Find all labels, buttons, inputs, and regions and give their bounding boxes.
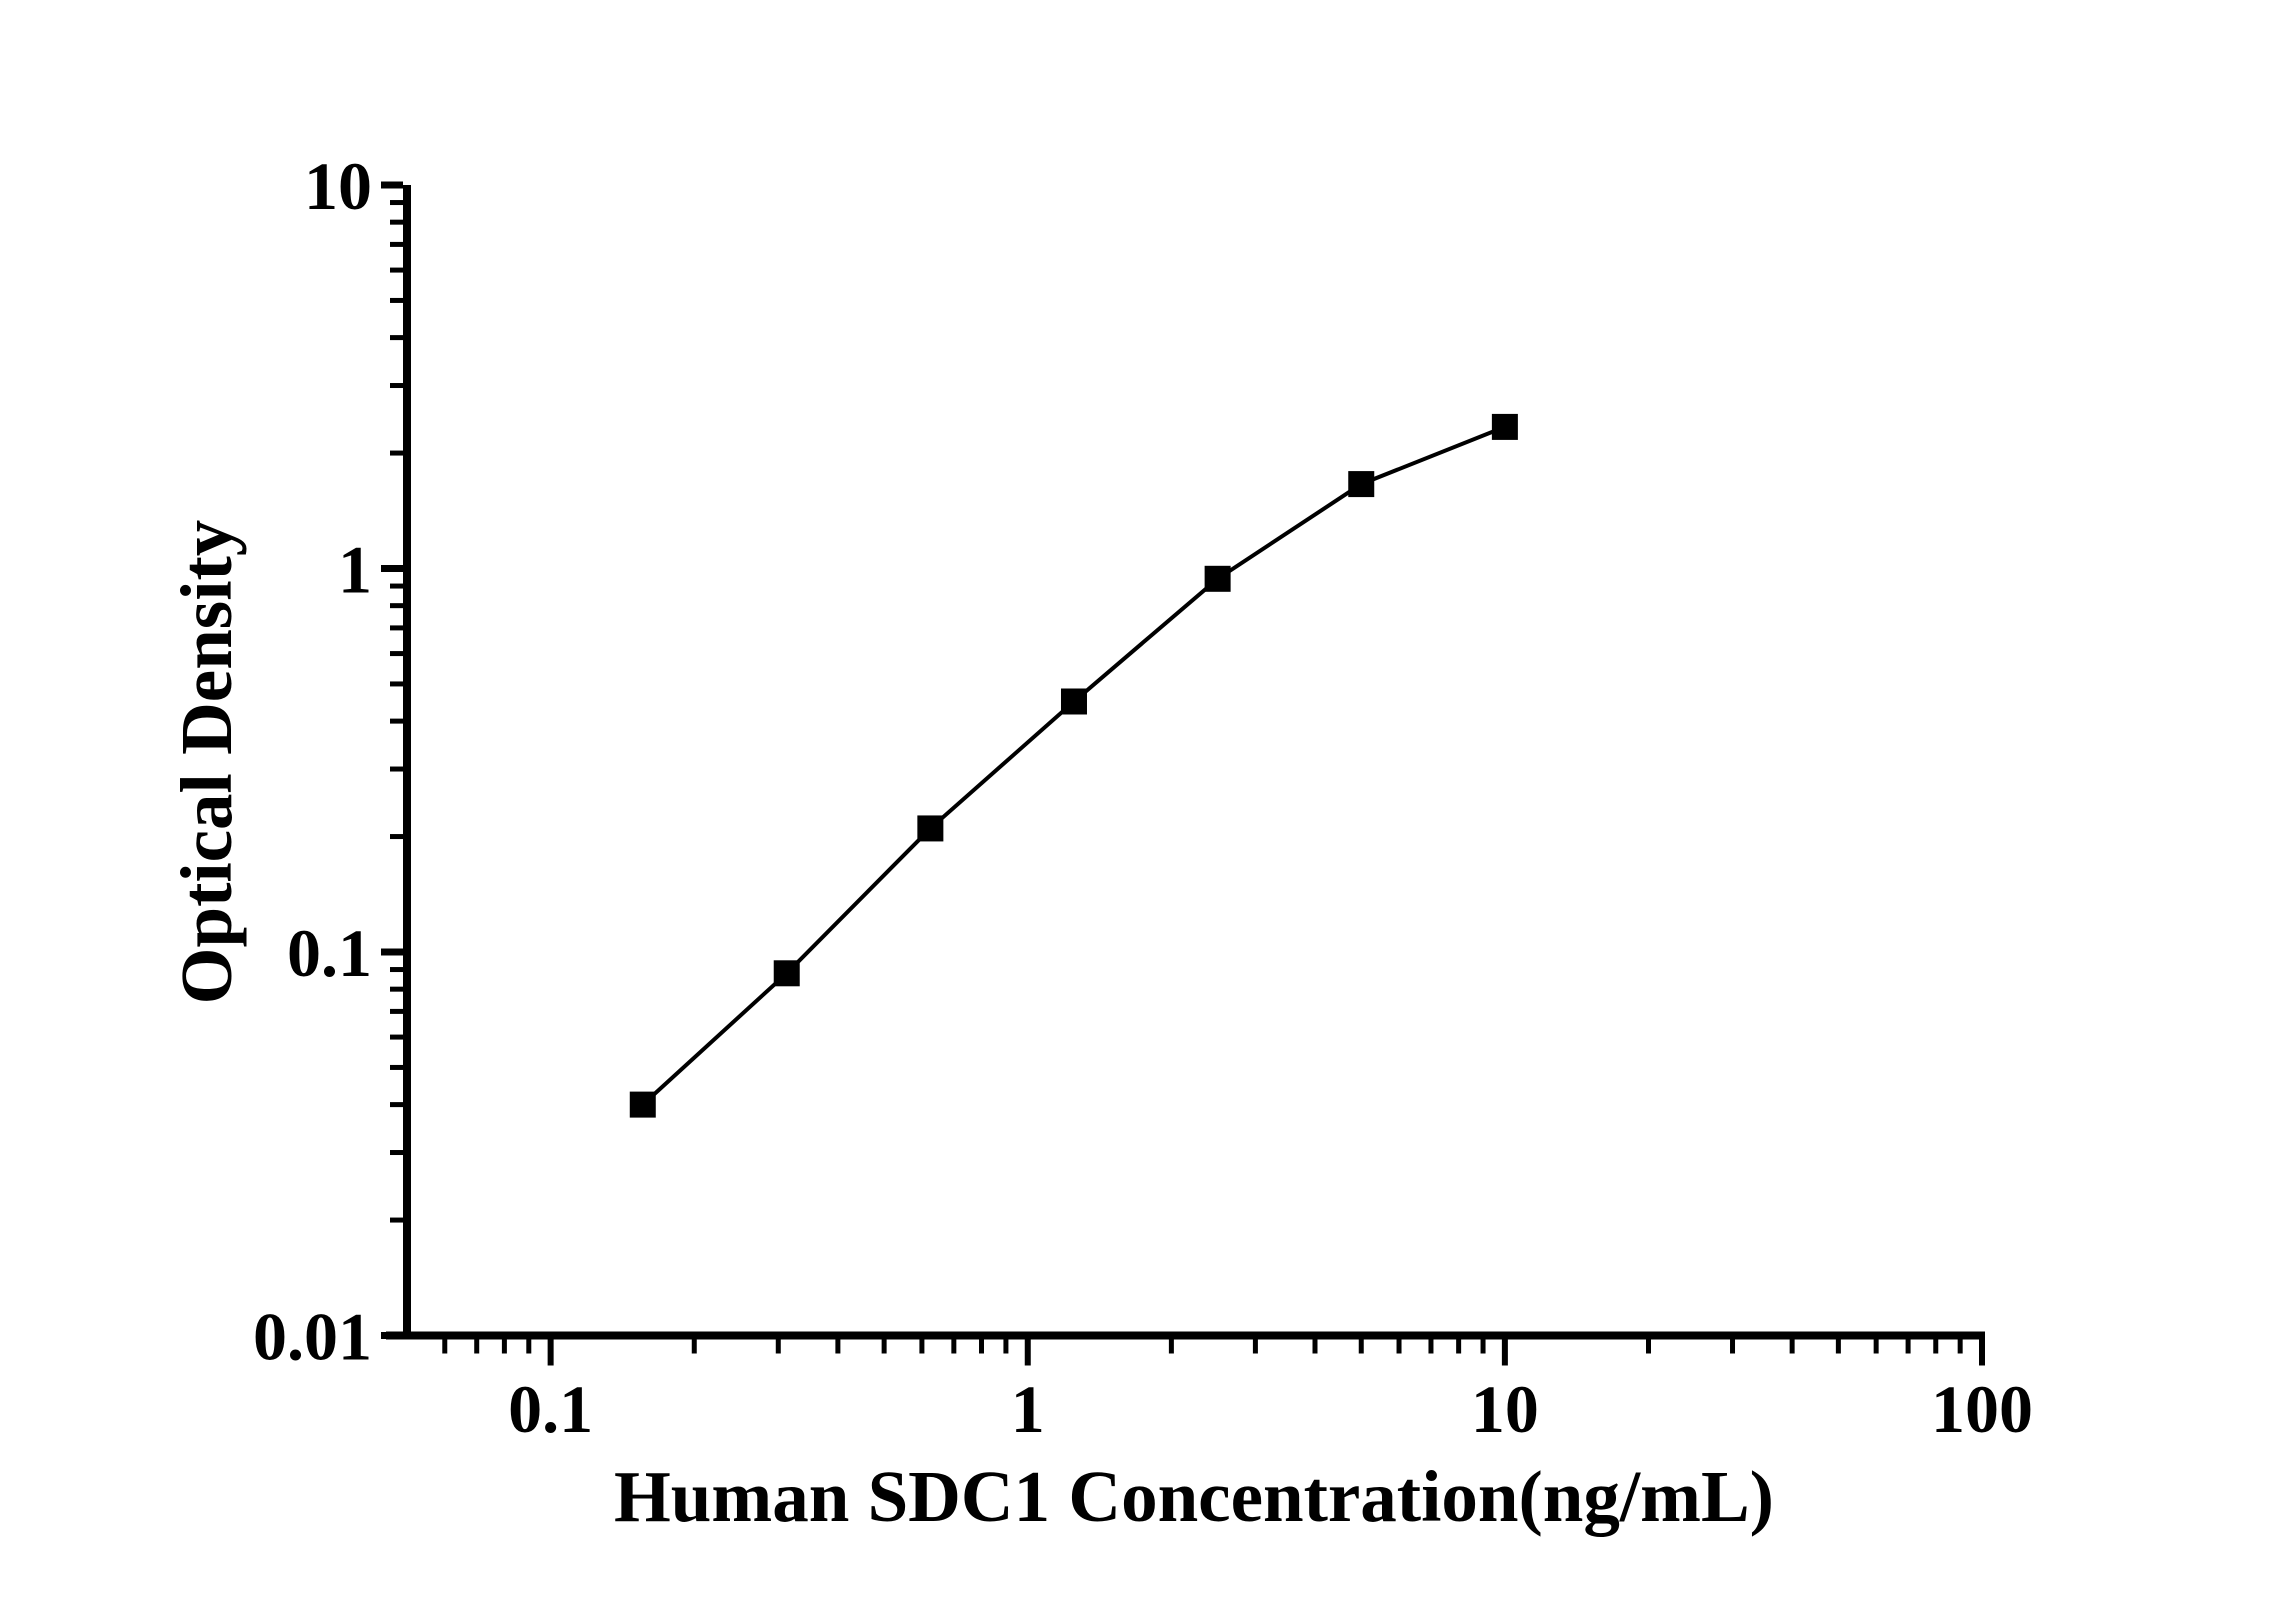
- y-tick-label: 0.01: [253, 1299, 372, 1375]
- y-axis-title: Optical Density: [166, 519, 247, 1005]
- y-tick-label: 1: [338, 532, 372, 608]
- axes-layer: 0.1 1 10 100 0.01 0.1 1 10: [253, 148, 2033, 1447]
- x-tick-label: 10: [1471, 1371, 1539, 1447]
- data-point-marker: [1348, 471, 1375, 498]
- data-point-marker: [1491, 413, 1518, 440]
- data-layer: [629, 413, 1518, 1118]
- curve-line: [641, 425, 1506, 1107]
- x-axis-title: Human SDC1 Concentration(ng/mL): [614, 1456, 1774, 1537]
- data-point-marker: [1060, 688, 1087, 715]
- x-tick-label: 0.1: [508, 1371, 593, 1447]
- y-tick-label: 10: [304, 148, 372, 224]
- x-tick-label: 1: [1011, 1371, 1045, 1447]
- data-point-marker: [917, 815, 944, 842]
- x-tick-label: 100: [1931, 1371, 2033, 1447]
- y-tick-label: 0.1: [287, 915, 372, 991]
- data-point-marker: [629, 1091, 656, 1118]
- data-point-marker: [773, 960, 800, 987]
- data-point-marker: [1204, 565, 1231, 592]
